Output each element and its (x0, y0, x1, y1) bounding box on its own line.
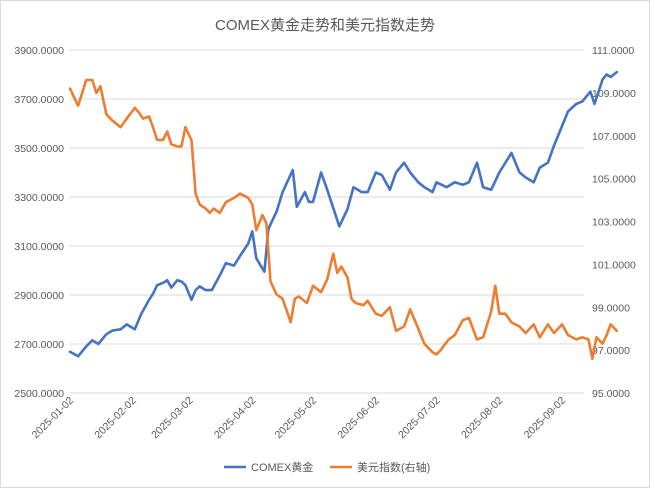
series-lines (68, 70, 619, 360)
y-left-tick-label: 3900.0000 (14, 45, 64, 57)
y-left-tick-label: 3100.0000 (14, 241, 64, 253)
y-left-tick-label: 2500.0000 (14, 388, 64, 400)
y-left-tick-label: 2700.0000 (14, 339, 64, 351)
series-line-usd-index (68, 78, 619, 360)
legend: COMEX黄金 美元指数(右轴) (224, 460, 430, 474)
y-right-tick-label: 95.0000 (592, 388, 630, 400)
x-tick-label: 2025-02-02 (92, 395, 139, 442)
y-right-tick-label: 105.0000 (592, 174, 636, 186)
x-axis: 2025-01-02 2025-02-02 2025-03-02 2025-04-02… (30, 392, 584, 442)
y-right-tick-label: 97.0000 (592, 345, 630, 357)
y-left-tick-label: 3300.0000 (14, 192, 64, 204)
y-right-tick-label: 109.0000 (592, 88, 636, 100)
gridlines (70, 49, 584, 394)
y-left-tick-label: 3500.0000 (14, 143, 64, 155)
y-left-tick-label: 3700.0000 (14, 94, 64, 106)
x-tick-label: 2025-09-02 (522, 395, 569, 442)
y-right-tick-label: 111.0000 (592, 45, 634, 57)
y-right-tick-label: 107.0000 (592, 131, 636, 143)
x-tick-label: 2025-07-02 (396, 395, 443, 442)
legend-label: 美元指数(右轴) (357, 460, 430, 474)
x-tick-label: 2025-01-02 (30, 395, 77, 442)
series-line-comex-gold (68, 70, 619, 358)
x-tick-label: 2025-04-02 (212, 395, 259, 442)
x-tick-label: 2025-08-02 (459, 395, 506, 442)
x-tick-label: 2025-03-02 (149, 395, 196, 442)
y-right-tick-label: 99.0000 (592, 302, 630, 314)
y-right-tick-label: 101.0000 (592, 259, 636, 271)
x-tick-label: 2025-06-02 (335, 395, 382, 442)
y-right-tick-label: 103.0000 (592, 217, 636, 229)
y-axis-right: 95.0000 97.0000 99.0000 101.0000 103.0000 105… (592, 45, 636, 400)
y-left-tick-label: 2900.0000 (14, 290, 64, 302)
legend-label: COMEX黄金 (251, 460, 313, 474)
chart-title: COMEX黄金走势和美元指数走势 (215, 17, 435, 34)
y-axis-left: 2500.0000 2700.0000 2900.0000 3100.0000 3300… (14, 45, 64, 400)
x-tick-label: 2025-05-02 (273, 395, 320, 442)
